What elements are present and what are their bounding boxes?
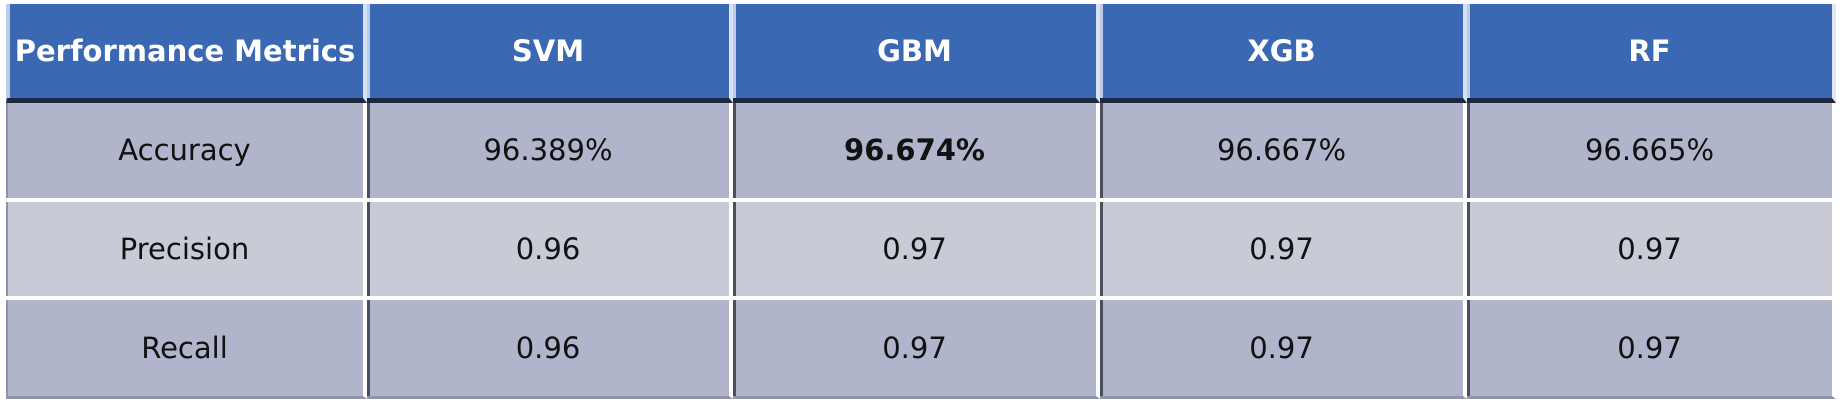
header-cell-xgb: XGB (1100, 4, 1467, 103)
cell-accuracy-rf: 96.665% (1467, 103, 1836, 202)
cell-precision-svm: 0.96 (367, 201, 733, 301)
cell-recall-xgb: 0.97 (1100, 300, 1467, 399)
table-row-precision: Precision 0.96 0.97 0.97 0.97 (6, 201, 1836, 301)
header-cell-svm: SVM (367, 4, 733, 103)
cell-accuracy-xgb: 96.667% (1100, 103, 1467, 202)
row-label-accuracy: Accuracy (6, 103, 367, 202)
cell-recall-svm: 0.96 (367, 300, 733, 399)
header-row: Performance Metrics SVM GBM XGB RF (6, 4, 1836, 103)
cell-precision-xgb: 0.97 (1100, 201, 1467, 301)
table-row-accuracy: Accuracy 96.389% 96.674% 96.667% 96.665% (6, 103, 1836, 202)
metrics-table-container: Performance Metrics SVM GBM XGB RF Accur… (6, 4, 1836, 399)
header-cell-performance-metrics: Performance Metrics (6, 4, 367, 103)
cell-precision-rf: 0.97 (1467, 201, 1836, 301)
cell-accuracy-svm: 96.389% (367, 103, 733, 202)
row-label-recall: Recall (6, 300, 367, 399)
cell-accuracy-gbm: 96.674% (733, 103, 1100, 202)
row-label-precision: Precision (6, 201, 367, 301)
header-cell-gbm: GBM (733, 4, 1100, 103)
header-cell-rf: RF (1467, 4, 1836, 103)
table-row-recall: Recall 0.96 0.97 0.97 0.97 (6, 300, 1836, 399)
cell-recall-rf: 0.97 (1467, 300, 1836, 399)
cell-recall-gbm: 0.97 (733, 300, 1100, 399)
performance-metrics-table: Performance Metrics SVM GBM XGB RF Accur… (6, 4, 1836, 399)
cell-precision-gbm: 0.97 (733, 201, 1100, 301)
